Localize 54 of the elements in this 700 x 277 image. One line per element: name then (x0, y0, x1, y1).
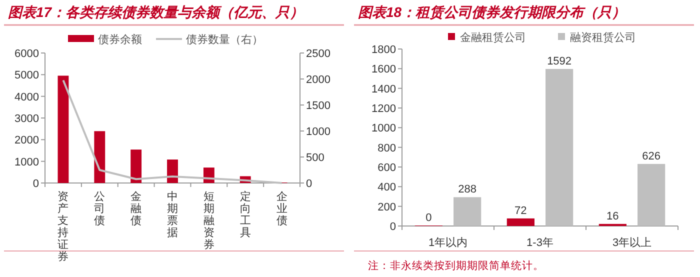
chart-title: 图表18：租赁公司债券发行期限分布（只） (358, 4, 626, 20)
x-tick-label: 企业债 (276, 191, 288, 227)
y-tick-label: 1000 (372, 122, 396, 135)
x-tick-label: 定向工具 (240, 190, 251, 239)
data-label: 72 (514, 204, 527, 217)
y-tick-label: 2000 (14, 134, 39, 147)
bar (454, 197, 482, 226)
y-tick-label: 1600 (372, 64, 396, 76)
data-label: 16 (606, 210, 619, 222)
x-tick-label: 3年以上 (612, 236, 652, 249)
legend-label: 债券余额 (98, 33, 142, 46)
bar (130, 150, 142, 183)
bar (546, 68, 574, 226)
data-label: 0 (426, 212, 432, 224)
y2-tick-label: 1500 (306, 100, 330, 112)
y2-tick-label: 500 (306, 152, 324, 164)
bar (58, 76, 69, 183)
y-tick-label: 1800 (372, 44, 396, 56)
y-tick-label: 0 (32, 178, 39, 190)
bar (506, 218, 534, 226)
legend-label: 金融租赁公司 (460, 31, 526, 44)
x-tick-label: 短期融资券 (203, 191, 214, 251)
text: 注：非永续类按到期期限简单统计。 (368, 259, 544, 272)
y-tick-label: 3000 (14, 113, 39, 125)
data-label: 626 (642, 150, 660, 162)
x-tick-label: 1-3年 (526, 237, 554, 249)
x-tick-label: 1年以内 (428, 236, 468, 249)
x-tick-label: 公司债 (94, 191, 106, 227)
data-label: 288 (458, 184, 476, 196)
x-tick-label: 中期票据 (167, 190, 178, 239)
y-tick-label: 1000 (14, 156, 39, 168)
y2-tick-label: 2000 (306, 74, 330, 86)
y-tick-label: 200 (378, 201, 396, 214)
y2-tick-label: 2500 (306, 48, 330, 60)
chart-title: 图表17：各类存续债券数量与余额（亿元、只） (8, 4, 304, 20)
x-tick-label: 金融债 (130, 191, 142, 227)
y-tick-label: 0 (390, 221, 396, 233)
y-tick-label: 4000 (14, 91, 39, 104)
y2-tick-label: 1000 (306, 126, 330, 138)
bar (638, 164, 666, 226)
y-tick-label: 400 (378, 182, 396, 194)
x-tick-label: 资产支持证券 (58, 191, 69, 263)
legend-label: 融资租赁公司 (570, 31, 636, 44)
bar (94, 131, 106, 183)
data-label: 1592 (547, 55, 572, 68)
y-tick-label: 6000 (14, 48, 39, 60)
y-tick-label: 800 (378, 142, 396, 154)
y-tick-label: 5000 (14, 70, 39, 82)
y-tick-label: 600 (378, 162, 396, 174)
legend-label: 债券数量（右） (186, 33, 263, 46)
y2-tick-label: 0 (306, 178, 312, 190)
y-tick-label: 1400 (372, 83, 396, 96)
y-tick-label: 1200 (372, 103, 396, 115)
bar (167, 160, 178, 183)
